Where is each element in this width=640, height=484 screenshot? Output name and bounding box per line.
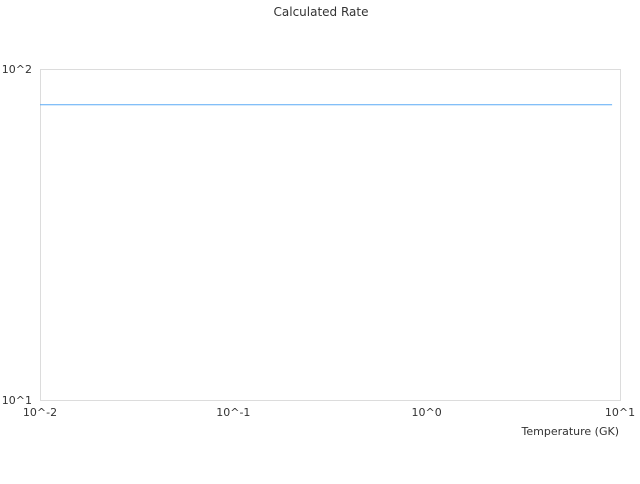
x-tick-label: 10^-2 xyxy=(23,406,57,419)
x-axis-label: Temperature (GK) xyxy=(521,425,620,438)
y-tick-label: 10^2 xyxy=(2,63,32,76)
x-tick-label: 10^0 xyxy=(412,406,442,419)
plot-area xyxy=(40,69,621,401)
y-tick-label: 10^1 xyxy=(2,394,32,407)
chart-title: Calculated Rate xyxy=(274,5,369,19)
x-tick-label: 10^1 xyxy=(605,406,635,419)
x-tick-label: 10^-1 xyxy=(216,406,250,419)
